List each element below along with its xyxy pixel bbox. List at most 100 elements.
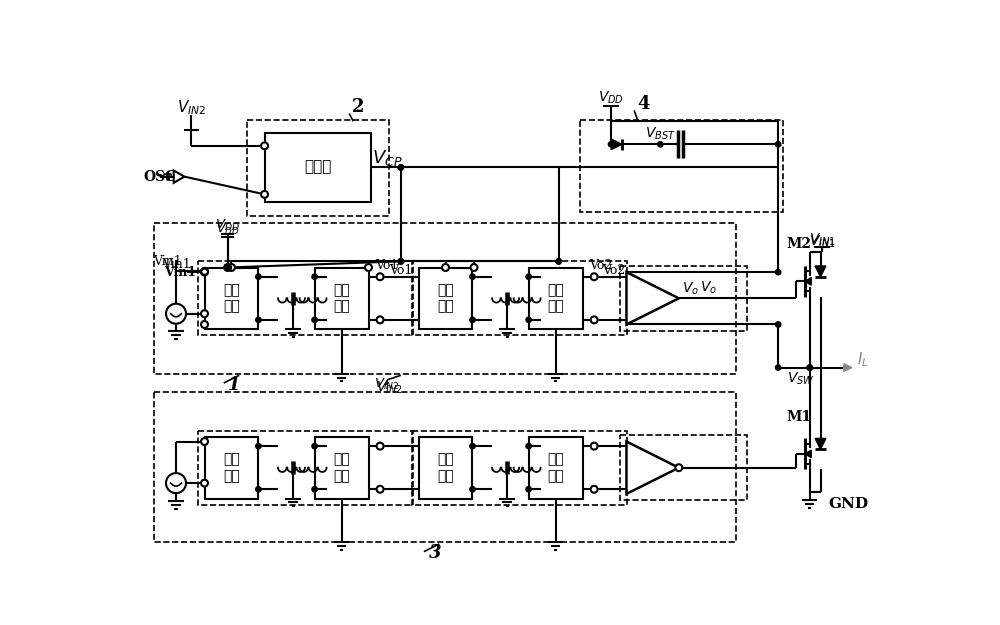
- Bar: [580, 119, 783, 212]
- Polygon shape: [815, 266, 826, 277]
- Circle shape: [556, 259, 561, 264]
- Circle shape: [470, 444, 475, 449]
- Bar: [620, 436, 747, 500]
- Text: 电荷泵: 电荷泵: [304, 161, 331, 174]
- Bar: [412, 431, 627, 504]
- Circle shape: [166, 473, 186, 493]
- Circle shape: [470, 274, 475, 279]
- Text: GND: GND: [828, 497, 868, 511]
- Text: 信号
调制: 信号 调制: [223, 283, 240, 313]
- Text: Vin1: Vin1: [164, 266, 197, 279]
- Bar: [529, 437, 583, 499]
- Circle shape: [470, 317, 475, 322]
- Text: 1: 1: [228, 376, 240, 394]
- Circle shape: [442, 264, 449, 271]
- Circle shape: [526, 317, 531, 322]
- Circle shape: [166, 304, 186, 324]
- Polygon shape: [611, 139, 622, 150]
- Circle shape: [377, 442, 384, 449]
- Circle shape: [556, 259, 561, 264]
- Circle shape: [470, 487, 475, 492]
- Text: $I_L$: $I_L$: [857, 351, 869, 369]
- Text: Vo2: Vo2: [602, 264, 625, 277]
- Text: 高侧
驱动: 高侧 驱动: [638, 284, 654, 312]
- Polygon shape: [805, 450, 811, 458]
- Text: $V_{SW}$: $V_{SW}$: [787, 370, 815, 387]
- Polygon shape: [626, 272, 679, 324]
- Circle shape: [201, 269, 208, 276]
- Circle shape: [312, 444, 317, 449]
- Polygon shape: [805, 278, 811, 285]
- Bar: [412, 261, 627, 335]
- Circle shape: [201, 479, 208, 487]
- Text: $V_{CP}$: $V_{CP}$: [372, 148, 403, 168]
- Text: $V_{DD}$: $V_{DD}$: [598, 90, 624, 106]
- Text: 3: 3: [429, 544, 442, 562]
- Bar: [315, 268, 369, 329]
- Circle shape: [591, 273, 598, 280]
- Text: 4: 4: [637, 95, 650, 113]
- Circle shape: [807, 365, 812, 370]
- Text: $V_o$: $V_o$: [700, 279, 717, 296]
- Circle shape: [365, 264, 372, 271]
- Text: Vo1: Vo1: [375, 259, 398, 272]
- Bar: [265, 132, 371, 202]
- Circle shape: [312, 274, 317, 279]
- Text: $V_o$: $V_o$: [682, 281, 699, 298]
- Circle shape: [775, 322, 781, 327]
- Text: M2: M2: [786, 238, 811, 251]
- Text: $V_{BST}$: $V_{BST}$: [645, 126, 676, 142]
- Circle shape: [261, 142, 268, 149]
- Circle shape: [775, 365, 781, 370]
- Bar: [154, 392, 736, 542]
- Text: Vo1: Vo1: [389, 264, 413, 277]
- Text: $V_{IN1}$: $V_{IN1}$: [809, 233, 835, 249]
- Text: $V_{IN2}$: $V_{IN2}$: [177, 98, 206, 117]
- Circle shape: [377, 486, 384, 492]
- Text: Vin1: Vin1: [153, 255, 182, 268]
- Circle shape: [224, 264, 231, 271]
- Bar: [205, 437, 258, 499]
- Circle shape: [256, 317, 261, 322]
- Bar: [620, 266, 747, 331]
- Bar: [529, 268, 583, 329]
- Text: 信号
调制: 信号 调制: [223, 452, 240, 482]
- Bar: [419, 268, 472, 329]
- Text: 信号
解调: 信号 解调: [333, 452, 350, 482]
- Circle shape: [591, 486, 598, 492]
- Text: $V_{IN1}$: $V_{IN1}$: [809, 232, 835, 248]
- Circle shape: [775, 269, 781, 275]
- Circle shape: [256, 444, 261, 449]
- Circle shape: [658, 142, 663, 147]
- Circle shape: [312, 487, 317, 492]
- Circle shape: [261, 191, 268, 198]
- Circle shape: [377, 273, 384, 280]
- Text: 2: 2: [352, 98, 365, 116]
- Text: $V_{IN2}$: $V_{IN2}$: [376, 379, 403, 396]
- Polygon shape: [626, 441, 679, 494]
- Text: 信号
解调: 信号 解调: [333, 283, 350, 313]
- Circle shape: [228, 264, 235, 271]
- Circle shape: [312, 317, 317, 322]
- Circle shape: [675, 464, 682, 471]
- Bar: [198, 261, 413, 335]
- Circle shape: [256, 274, 261, 279]
- Circle shape: [201, 321, 208, 328]
- Circle shape: [201, 268, 208, 275]
- Text: 信号
调制: 信号 调制: [437, 452, 454, 482]
- Circle shape: [526, 274, 531, 279]
- Circle shape: [377, 316, 384, 323]
- Polygon shape: [174, 171, 184, 182]
- Circle shape: [591, 442, 598, 449]
- Text: $V_{DD}$: $V_{DD}$: [216, 221, 239, 236]
- Circle shape: [201, 310, 208, 317]
- Text: 信号
解调: 信号 解调: [547, 452, 564, 482]
- Text: $V_{DD}$: $V_{DD}$: [215, 218, 240, 234]
- Polygon shape: [815, 439, 826, 449]
- Circle shape: [591, 316, 598, 323]
- Circle shape: [225, 265, 230, 270]
- Circle shape: [608, 142, 614, 147]
- Bar: [205, 268, 258, 329]
- Circle shape: [807, 365, 812, 370]
- Text: $V_{IN2}$: $V_{IN2}$: [374, 377, 400, 392]
